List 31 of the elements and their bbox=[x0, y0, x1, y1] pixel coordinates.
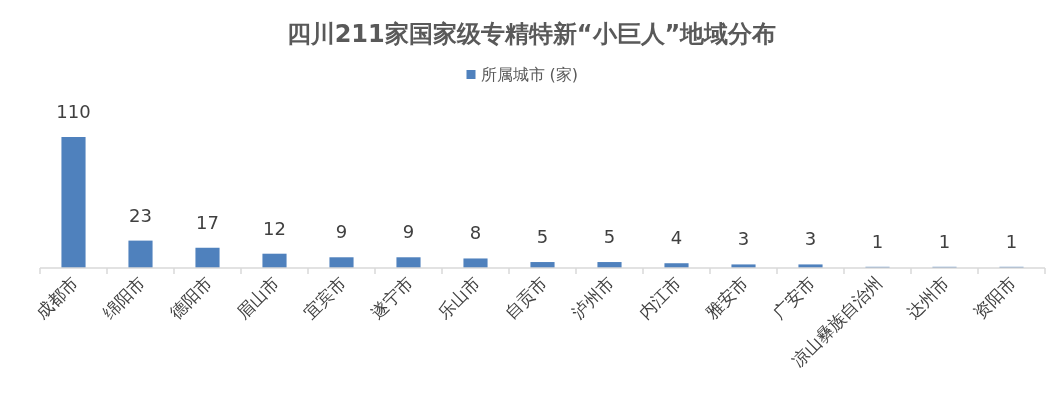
category-label: 广安市 bbox=[769, 272, 820, 323]
category-label: 内江市 bbox=[635, 272, 686, 323]
category-label: 自贡市 bbox=[501, 272, 552, 323]
category-label: 泸州市 bbox=[568, 272, 619, 323]
data-label: 5 bbox=[536, 226, 549, 248]
data-label: 8 bbox=[469, 222, 482, 244]
category-label: 达州市 bbox=[903, 272, 954, 323]
category-label: 成都市 bbox=[32, 272, 83, 323]
data-label: 1 bbox=[938, 230, 951, 252]
category-label: 眉山市 bbox=[233, 272, 284, 323]
category-label: 德阳市 bbox=[166, 272, 217, 323]
data-label: 1 bbox=[871, 230, 884, 252]
data-label: 110 bbox=[56, 101, 91, 122]
category-label: 遂宁市 bbox=[367, 272, 418, 323]
data-label: 1 bbox=[1005, 230, 1018, 252]
category-label: 宜宾市 bbox=[300, 272, 351, 323]
data-label: 3 bbox=[804, 228, 817, 250]
data-label: 23 bbox=[129, 204, 152, 226]
data-label: 17 bbox=[196, 211, 219, 233]
data-label: 12 bbox=[263, 217, 286, 239]
data-label: 3 bbox=[737, 228, 750, 250]
data-label: 5 bbox=[603, 226, 616, 248]
category-label: 乐山市 bbox=[434, 272, 485, 323]
legend-label: 所属城市 (家) bbox=[480, 65, 579, 84]
category-label: 资阳市 bbox=[970, 272, 1021, 323]
title: 四川211家国家级专精特新“小巨人”地域分布 bbox=[286, 20, 777, 48]
category-label: 雅安市 bbox=[702, 272, 753, 323]
data-label: 9 bbox=[335, 221, 348, 243]
data-label: 9 bbox=[402, 221, 415, 243]
data-label: 4 bbox=[670, 227, 683, 249]
category-label: 绵阳市 bbox=[99, 272, 150, 323]
